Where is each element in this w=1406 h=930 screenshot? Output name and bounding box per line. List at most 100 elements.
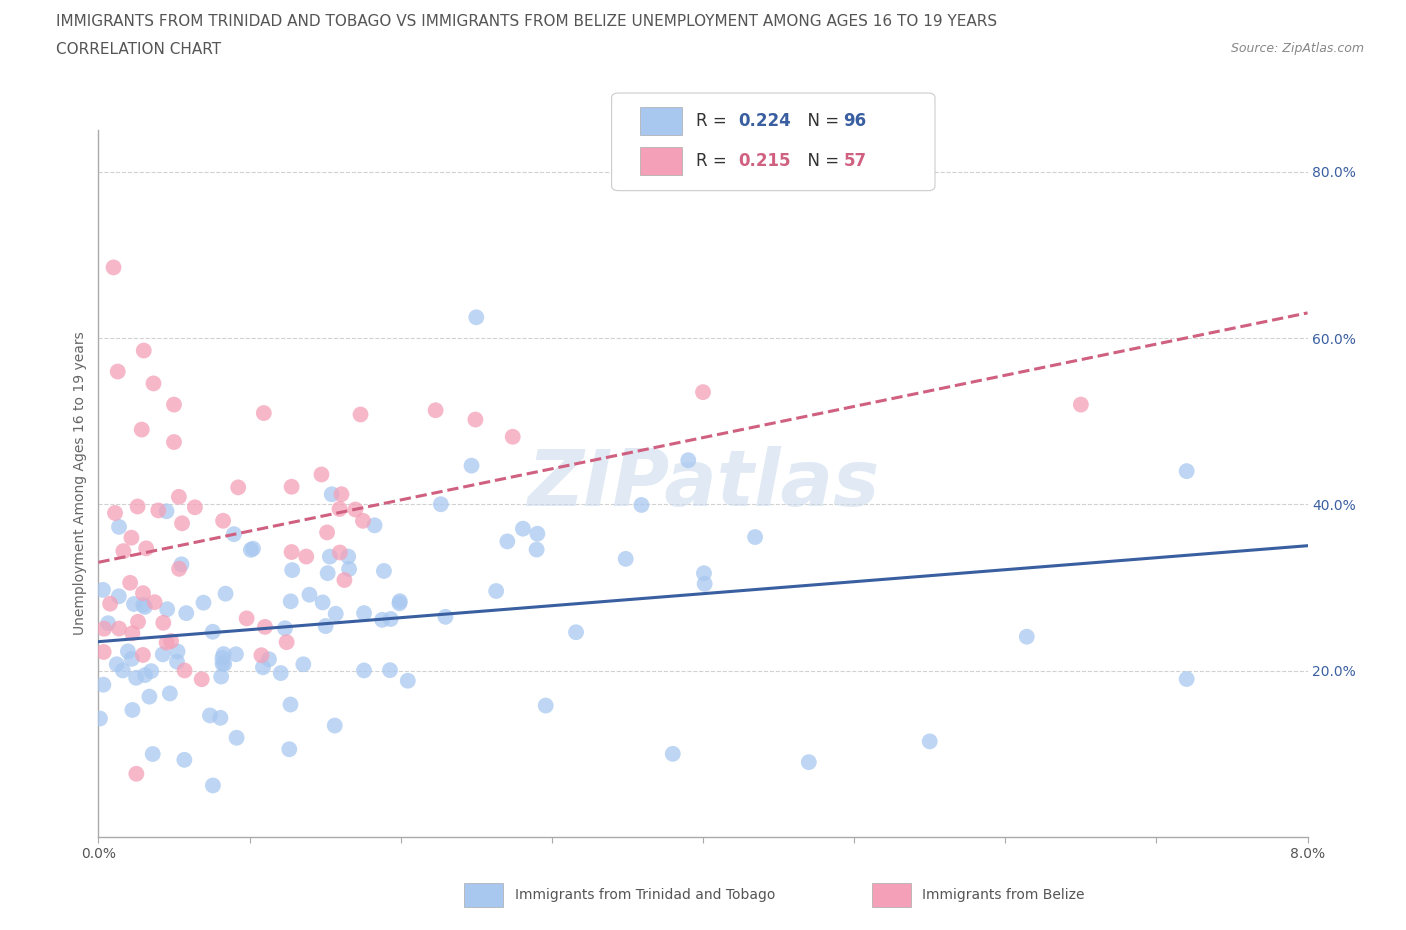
Point: [330, 486, 353, 501]
Point: [278, 742, 301, 757]
Text: CORRELATION CHART: CORRELATION CHART: [56, 42, 221, 57]
Point: [693, 577, 716, 591]
Point: [371, 612, 394, 627]
Point: [173, 752, 195, 767]
Y-axis label: Unemployment Among Ages 16 to 19 years: Unemployment Among Ages 16 to 19 years: [73, 332, 87, 635]
Point: [212, 513, 235, 528]
Text: Immigrants from Trinidad and Tobago: Immigrants from Trinidad and Tobago: [515, 887, 775, 902]
Point: [190, 671, 212, 686]
Point: [148, 503, 170, 518]
Point: [319, 550, 342, 565]
Point: [239, 542, 262, 557]
Point: [98, 596, 121, 611]
Point: [108, 589, 131, 604]
Point: [167, 489, 190, 504]
Point: [225, 647, 247, 662]
Point: [152, 616, 174, 631]
Point: [425, 403, 447, 418]
Point: [93, 644, 115, 659]
Point: [131, 422, 153, 437]
Point: [1175, 671, 1198, 686]
Point: [134, 600, 156, 615]
Point: [121, 702, 143, 717]
Point: [693, 565, 716, 580]
Point: [132, 343, 155, 358]
Point: [337, 549, 360, 564]
Point: [242, 541, 264, 556]
Point: [253, 405, 276, 420]
Point: [211, 657, 233, 671]
Point: [396, 673, 419, 688]
Point: [311, 595, 333, 610]
Point: [209, 711, 232, 725]
Text: 96: 96: [844, 112, 866, 130]
Point: [226, 480, 249, 495]
Point: [388, 596, 411, 611]
Point: [112, 544, 135, 559]
Point: [156, 602, 179, 617]
Point: [328, 501, 350, 516]
Point: [502, 430, 524, 445]
Point: [193, 595, 215, 610]
Point: [280, 545, 302, 560]
Point: [212, 657, 235, 671]
Point: [166, 644, 188, 659]
Point: [363, 518, 385, 533]
Point: [127, 615, 149, 630]
Point: [323, 718, 346, 733]
Point: [274, 621, 297, 636]
Point: [120, 576, 142, 591]
Point: [163, 434, 186, 449]
Point: [270, 666, 292, 681]
Point: [117, 644, 139, 658]
Point: [132, 647, 155, 662]
Point: [235, 611, 257, 626]
Point: [353, 605, 375, 620]
Point: [797, 755, 820, 770]
Point: [460, 458, 482, 473]
Point: [464, 412, 486, 427]
Point: [222, 526, 245, 541]
Point: [201, 778, 224, 793]
Point: [209, 669, 232, 684]
Point: [132, 597, 155, 612]
Text: 0.215: 0.215: [738, 152, 790, 170]
Point: [329, 545, 352, 560]
Point: [496, 534, 519, 549]
Point: [918, 734, 941, 749]
Point: [276, 635, 298, 650]
Point: [155, 504, 177, 519]
Point: [167, 562, 190, 577]
Point: [388, 593, 411, 608]
Point: [152, 647, 174, 662]
Point: [93, 677, 115, 692]
Point: [127, 499, 149, 514]
Point: [512, 521, 534, 536]
Text: R =: R =: [696, 112, 733, 130]
Text: 57: 57: [844, 152, 866, 170]
Point: [280, 479, 302, 494]
Point: [122, 596, 145, 611]
Point: [678, 453, 700, 468]
Point: [134, 668, 156, 683]
Point: [159, 686, 181, 701]
Point: [135, 541, 157, 556]
Point: [280, 594, 302, 609]
Point: [198, 708, 221, 723]
Point: [526, 526, 548, 541]
Point: [91, 582, 114, 597]
Text: Immigrants from Belize: Immigrants from Belize: [922, 887, 1085, 902]
Point: [534, 698, 557, 713]
Point: [485, 583, 508, 598]
Point: [352, 513, 374, 528]
Point: [565, 625, 588, 640]
Point: [325, 606, 347, 621]
Point: [321, 486, 343, 501]
Point: [173, 663, 195, 678]
Point: [1175, 464, 1198, 479]
Point: [292, 657, 315, 671]
Point: [316, 525, 339, 539]
Point: [380, 612, 402, 627]
Point: [120, 530, 142, 545]
Point: [280, 698, 302, 712]
